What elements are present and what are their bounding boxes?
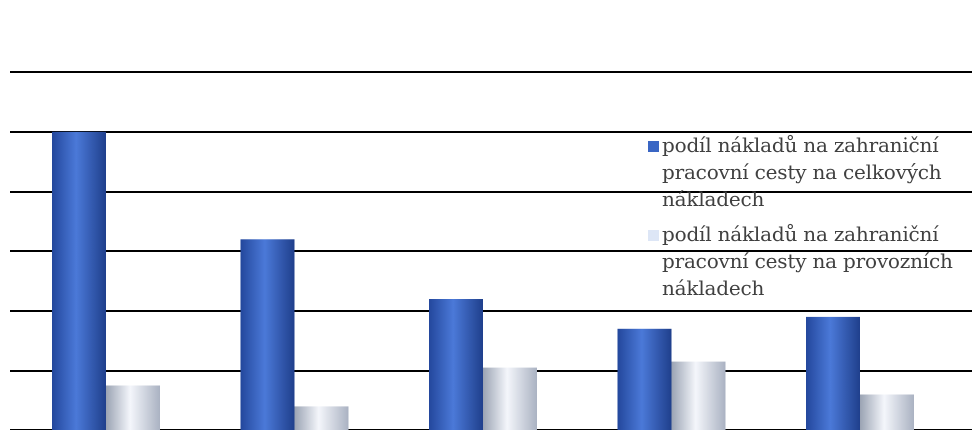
bar-series-1-group-1 [52,131,106,430]
bar-series-2-group-5 [860,394,914,430]
bars [52,131,914,430]
legend-label-series-2: podíl nákladů na zahraniční pracovní ces… [662,222,953,300]
bar-series-1-group-2 [240,239,295,430]
bar-series-2-group-4 [671,361,726,430]
legend-item-series-2: podíl nákladů na zahraniční pracovní ces… [646,221,972,302]
bar-series-1-group-4 [617,328,672,430]
bar-series-2-group-2 [294,406,349,430]
legend-swatch-series-2 [648,230,659,241]
legend-label-series-1: podíl nákladů na zahraniční pracovní ces… [662,133,942,211]
bar-series-1-group-3 [429,299,483,430]
legend: podíl nákladů na zahraniční pracovní ces… [646,132,972,310]
bar-series-2-group-3 [483,367,537,430]
bar-series-2-group-1 [106,385,160,430]
bar-series-1-group-5 [806,316,860,430]
legend-swatch-series-1 [648,141,659,152]
legend-item-series-1: podíl nákladů na zahraniční pracovní ces… [646,132,972,213]
